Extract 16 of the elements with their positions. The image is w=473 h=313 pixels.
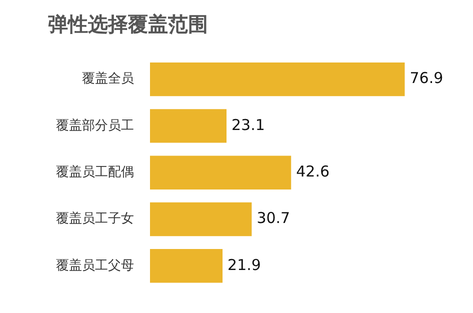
y-tick-label: 覆盖部分员工: [56, 117, 134, 134]
y-tick-label: 覆盖员工父母: [56, 257, 134, 274]
y-tick-label: 覆盖员工子女: [56, 210, 134, 227]
bar: [150, 202, 252, 236]
bar: [150, 109, 227, 143]
data-label: 42.6: [296, 162, 330, 180]
y-tick-label: 覆盖员工配偶: [56, 164, 134, 180]
data-label: 30.7: [256, 209, 290, 228]
bar: [150, 62, 405, 96]
data-label: 23.1: [232, 116, 265, 134]
chart-title: 弹性选择覆盖范围: [48, 12, 208, 36]
data-label: 21.9: [228, 256, 261, 274]
bar: [150, 249, 223, 283]
y-tick-label: 覆盖全员: [82, 70, 134, 87]
data-label: 76.9: [410, 69, 444, 88]
bar: [150, 156, 292, 190]
